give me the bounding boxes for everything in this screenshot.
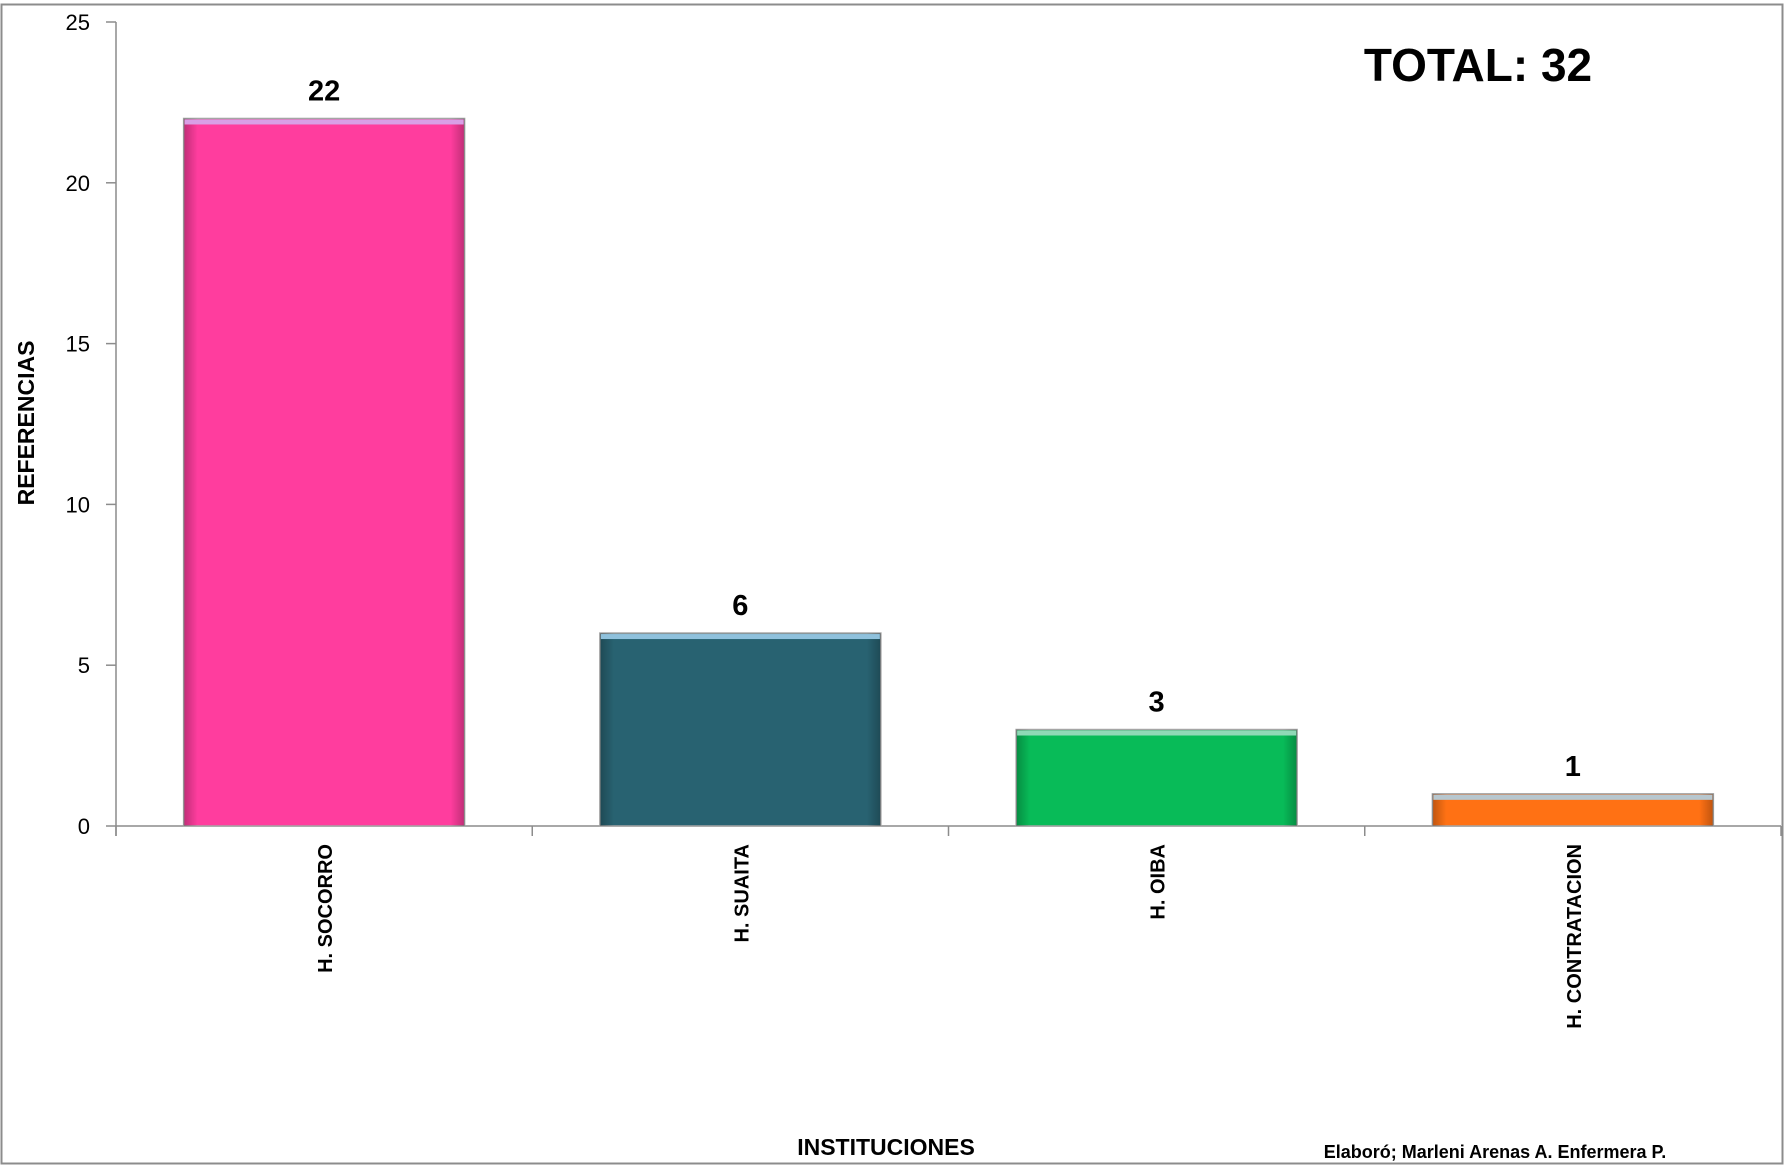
y-tick-label: 0 xyxy=(78,814,90,839)
y-tick-label: 15 xyxy=(66,332,90,357)
bar-highlight xyxy=(184,119,464,125)
bar-highlight xyxy=(1433,794,1713,800)
y-tick-label: 25 xyxy=(66,10,90,35)
category-label: H. SUAITA xyxy=(731,844,753,943)
data-labels: 22 6 3 1 xyxy=(308,75,1581,782)
bar-shade xyxy=(599,633,881,826)
y-tick-label: 10 xyxy=(66,492,90,517)
bar-highlight xyxy=(600,634,880,640)
category-label: H. CONTRATACION xyxy=(1564,844,1586,1029)
y-axis-ticks: 0 5 10 15 20 25 xyxy=(66,10,116,839)
data-label: 22 xyxy=(308,75,340,107)
data-label: 6 xyxy=(732,590,748,622)
total-annotation: TOTAL: 32 xyxy=(1364,39,1592,91)
category-label: H. SOCORRO xyxy=(315,844,337,973)
data-label: 3 xyxy=(1149,687,1165,719)
bar-h-socorro xyxy=(182,117,466,827)
y-tick-label: 5 xyxy=(78,653,90,678)
bar-series xyxy=(182,117,1715,827)
bar-h-contratacion xyxy=(1431,793,1715,827)
y-axis-title: REFERENCIAS xyxy=(13,341,39,506)
y-tick-label: 20 xyxy=(66,171,90,196)
x-axis-tick-labels: H. SOCORRO H. SUAITA H. OIBA H. CONTRATACIO… xyxy=(315,844,1586,1029)
chart-border xyxy=(0,3,1784,1165)
bar-shade xyxy=(183,118,465,827)
x-axis-title: INSTITUCIONES xyxy=(797,1134,975,1160)
bar-h-suaita xyxy=(599,632,882,827)
category-label: H. OIBA xyxy=(1148,844,1170,920)
data-label: 1 xyxy=(1565,751,1581,783)
bar-h-oiba xyxy=(1015,728,1298,827)
x-axis-ticks xyxy=(115,826,1782,836)
bar-highlight xyxy=(1017,730,1297,736)
credit-note: Elaboró; Marleni Arenas A. Enfermera P. xyxy=(1324,1142,1666,1162)
bar-shade xyxy=(1016,729,1298,826)
